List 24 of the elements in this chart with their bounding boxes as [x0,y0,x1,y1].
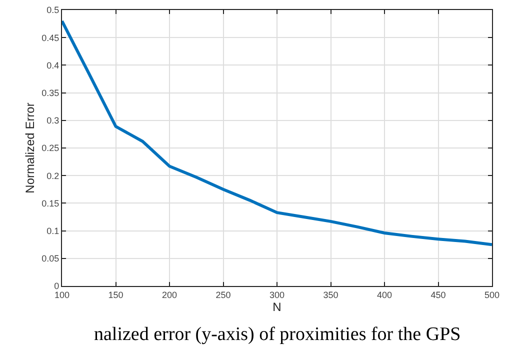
x-tick-label: 300 [269,290,285,300]
y-tick-label: 0.15 [42,198,60,208]
y-tick-label: 0.3 [46,116,60,126]
y-tick-label: 0.5 [46,5,60,16]
y-tick-label: 0.1 [46,226,60,236]
y-tick-label: 0.05 [42,254,60,264]
y-tick-label: 0.2 [46,170,60,181]
y-axis-title: Normalized Error [22,102,37,194]
y-tick-label: 0.25 [42,143,60,154]
x-axis-title: N [272,300,282,314]
y-tick-label: 0 [54,281,60,292]
y-tick-label: 0.35 [42,88,60,98]
x-tick-label: 500 [484,290,500,300]
x-tick-label: 250 [216,290,231,300]
x-tick-label: 400 [376,290,392,300]
text: nalized error (y-axis) of proximities for the GPS [94,324,461,345]
x-tick-label: 450 [430,290,446,300]
y-tick-label: 0.4 [46,60,60,70]
line-series [62,20,492,246]
x-tick-label: 150 [108,290,124,300]
x-tick-label: 200 [162,290,178,300]
x-tick-label: 100 [54,290,70,300]
x-tick-label: 350 [323,290,338,300]
y-tick-label: 0.45 [42,32,60,43]
